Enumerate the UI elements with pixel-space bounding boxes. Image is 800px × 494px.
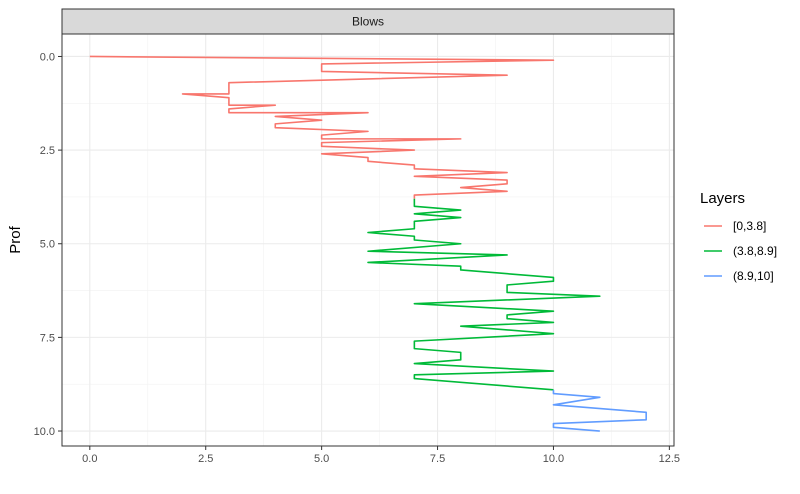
y-tick-label: 5.0 — [40, 239, 55, 251]
facet-strip-label: Blows — [352, 15, 384, 29]
series-line-0 — [89, 55, 555, 199]
x-tick-label: 10.0 — [543, 453, 564, 465]
x-tick-label: 12.5 — [659, 453, 680, 465]
y-axis: 0.0 2.5 5.0 7.5 10.0 — [34, 51, 62, 438]
x-tick-label: 2.5 — [198, 453, 213, 465]
series-line-2 — [552, 389, 647, 432]
y-tick-label: 0.0 — [40, 51, 55, 63]
y-tick-label: 7.5 — [40, 332, 55, 344]
legend: Layers [0,3.8] (3.8,8.9] (8.9,10] — [700, 190, 777, 283]
plot-panel — [61, 33, 675, 447]
minor-gridlines — [62, 34, 674, 446]
legend-label-1: (3.8,8.9] — [733, 244, 777, 258]
legend-title: Layers — [700, 190, 745, 207]
y-axis-title: Prof — [7, 225, 24, 253]
legend-label-0: [0,3.8] — [733, 219, 766, 233]
x-tick-label: 0.0 — [82, 453, 97, 465]
x-tick-label: 7.5 — [430, 453, 445, 465]
legend-items: [0,3.8] (3.8,8.9] (8.9,10] — [704, 219, 777, 283]
y-tick-label: 10.0 — [34, 426, 55, 438]
panel-background — [62, 34, 674, 446]
y-tick-label: 2.5 — [40, 145, 55, 157]
legend-label-2: (8.9,10] — [733, 269, 774, 283]
x-tick-label: 5.0 — [314, 453, 329, 465]
x-axis: 0.0 2.5 5.0 7.5 10.0 12.5 — [82, 446, 680, 465]
panel-border — [61, 33, 675, 447]
series-line-1 — [367, 198, 601, 391]
facet-strip: Blows — [61, 8, 675, 35]
series-layer — [89, 55, 647, 432]
major-gridlines — [62, 34, 674, 446]
facet-strip-background — [61, 8, 675, 35]
